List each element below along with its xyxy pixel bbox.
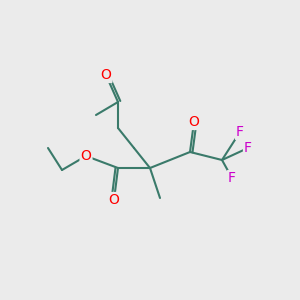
Text: O: O — [100, 68, 111, 82]
Text: O: O — [109, 193, 119, 207]
Text: F: F — [244, 141, 252, 155]
Text: F: F — [228, 171, 236, 185]
Text: O: O — [189, 115, 200, 129]
Text: O: O — [81, 149, 92, 163]
Text: F: F — [236, 125, 244, 139]
